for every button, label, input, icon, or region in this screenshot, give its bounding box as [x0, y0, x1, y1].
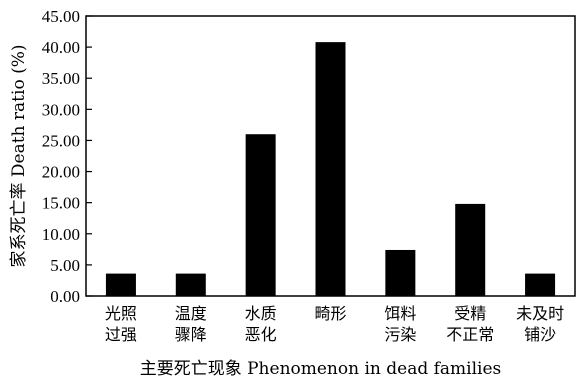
bar	[385, 249, 416, 296]
x-axis-title: 主要死亡现象 Phenomenon in dead families	[140, 359, 502, 379]
x-category-label: 温度骤降	[175, 304, 207, 344]
y-tick-label: 15.00	[42, 194, 80, 213]
bar	[105, 273, 136, 296]
x-category-label: 水质恶化	[245, 304, 277, 344]
x-category-label: 受精不正常	[446, 304, 494, 344]
y-tick-label: 10.00	[42, 225, 80, 244]
x-category-label: 未及时铺沙	[516, 304, 564, 344]
y-tick-label: 0.00	[50, 287, 80, 306]
x-category-label: 畸形	[314, 304, 346, 323]
bar	[245, 134, 276, 296]
bar	[175, 273, 206, 296]
y-tick-label: 20.00	[42, 163, 80, 182]
y-tick-label: 25.00	[42, 131, 80, 150]
x-category-label: 饵料污染	[384, 304, 416, 344]
y-tick-label: 45.00	[42, 7, 80, 26]
y-tick-label: 5.00	[50, 256, 80, 275]
bar	[315, 42, 346, 297]
y-tick-label: 30.00	[42, 100, 80, 119]
y-tick-label: 40.00	[42, 38, 80, 57]
bar	[525, 273, 556, 296]
y-tick-label: 35.00	[42, 69, 80, 88]
y-axis-title: 家系死亡率 Death ratio (%)	[9, 44, 29, 267]
bar	[455, 203, 486, 296]
x-category-label: 光照过强	[105, 304, 137, 344]
